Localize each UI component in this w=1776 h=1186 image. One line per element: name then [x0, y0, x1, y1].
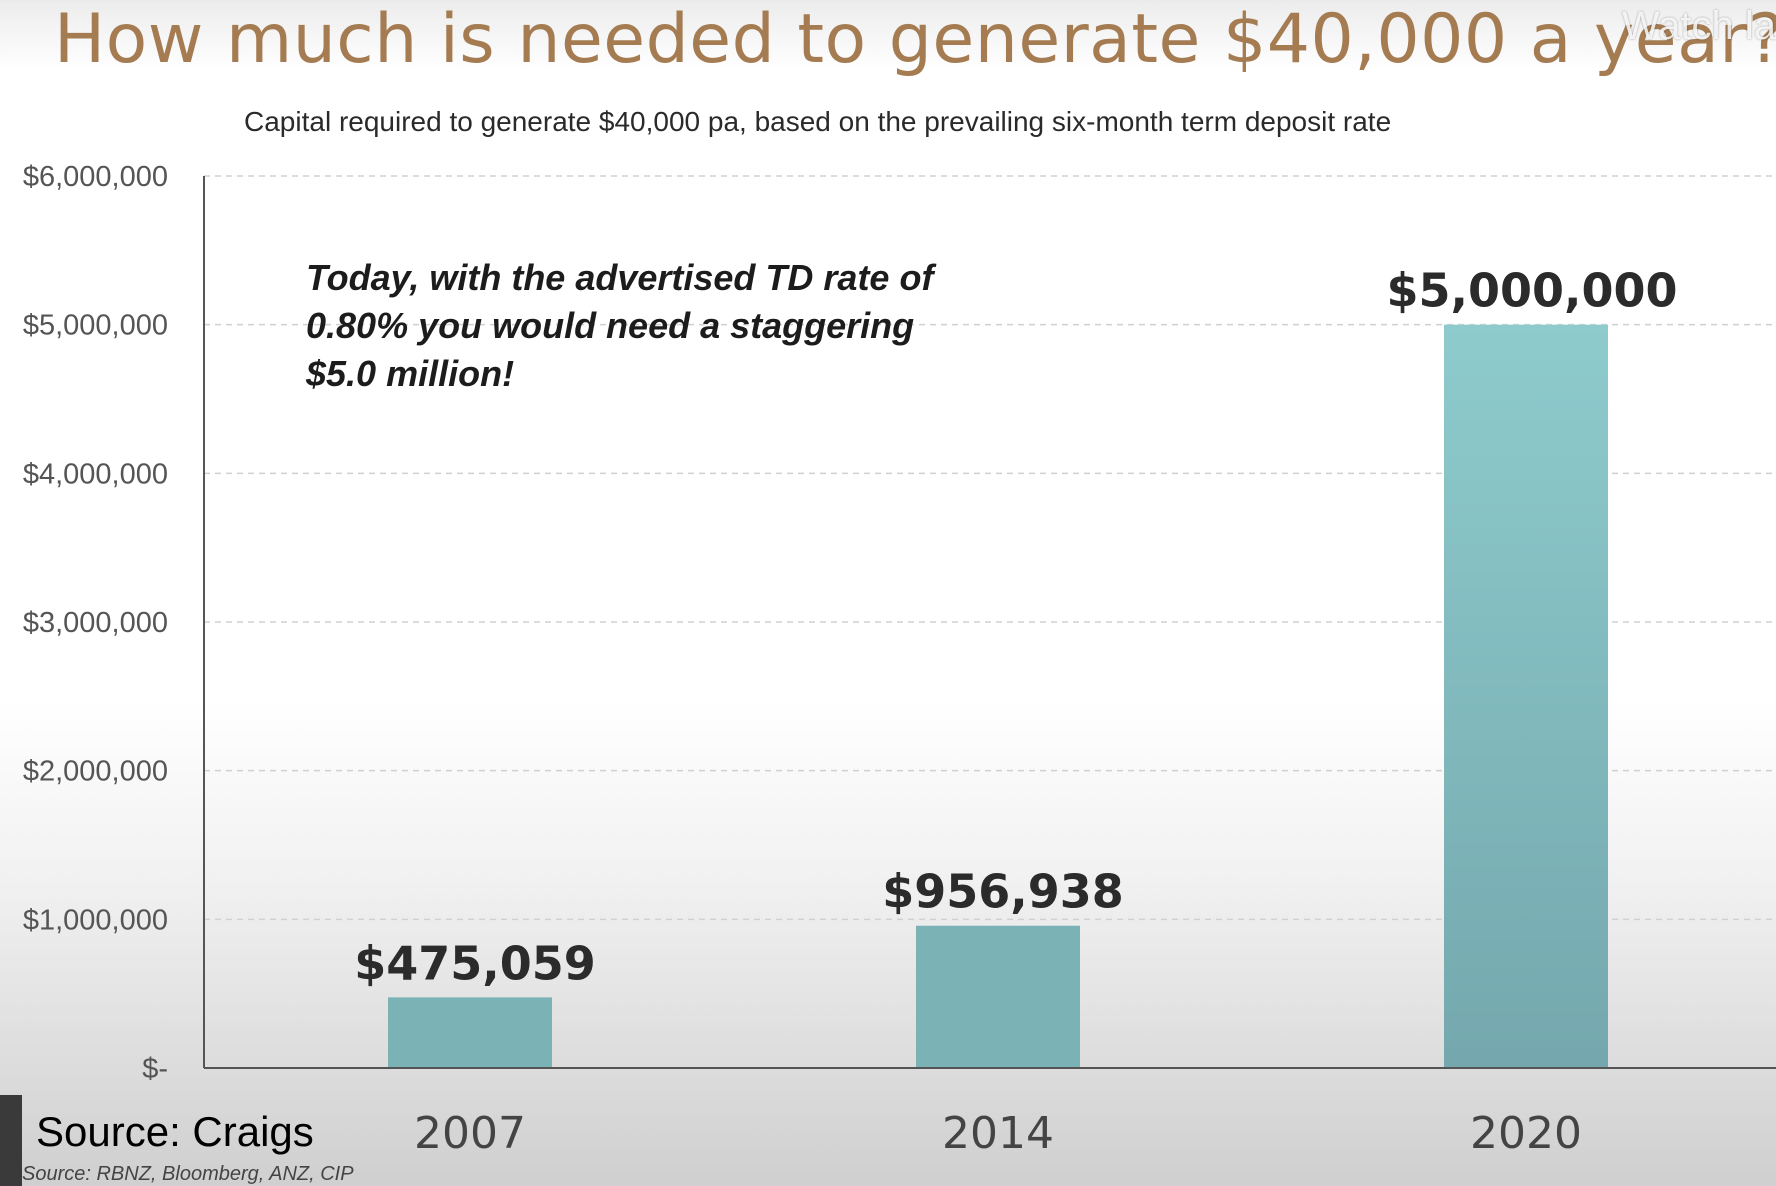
bar-2014 [916, 925, 1080, 1068]
x-tick-label: 2020 [1470, 1108, 1582, 1159]
y-tick-label: $1,000,000 [23, 904, 168, 936]
chart-subtitle: Capital required to generate $40,000 pa,… [244, 106, 1392, 137]
bar-2020 [1444, 324, 1608, 1069]
data-label-2014: $956,938 [882, 865, 1124, 919]
data-label-2020: $5,000,000 [1386, 264, 1677, 318]
data-label-2007: $475,059 [354, 936, 596, 990]
source-footnote: Source: RBNZ, Bloomberg, ANZ, CIP [22, 1163, 354, 1185]
watch-later-watermark[interactable]: Watch la [1621, 4, 1776, 48]
x-axis-tick-labels: 2007 2014 2020 [414, 1108, 1582, 1159]
bar-data-labels: $475,059 $956,938 $5,000,000 [354, 264, 1677, 991]
x-tick-label: 2007 [414, 1108, 526, 1159]
y-tick-label: $4,000,000 [23, 458, 168, 490]
bar-2007 [388, 997, 552, 1068]
y-tick-label: $- [142, 1053, 168, 1085]
chart-annotation: Today, with the advertised TD rate of 0.… [306, 257, 934, 394]
overlay-caption-tab [0, 1095, 22, 1186]
bars [388, 324, 1608, 1069]
y-tick-label: $6,000,000 [23, 161, 168, 193]
y-tick-label: $5,000,000 [23, 310, 168, 342]
y-tick-label: $3,000,000 [23, 607, 168, 639]
y-tick-label: $2,000,000 [23, 756, 168, 788]
chart-title: How much is needed to generate $40,000 a… [54, 0, 1776, 79]
overlay-caption: Source: Craigs [36, 1108, 314, 1155]
y-axis-tick-labels: $- $1,000,000 $2,000,000 $3,000,000 $4,000,0… [23, 161, 168, 1085]
x-tick-label: 2014 [942, 1108, 1054, 1159]
